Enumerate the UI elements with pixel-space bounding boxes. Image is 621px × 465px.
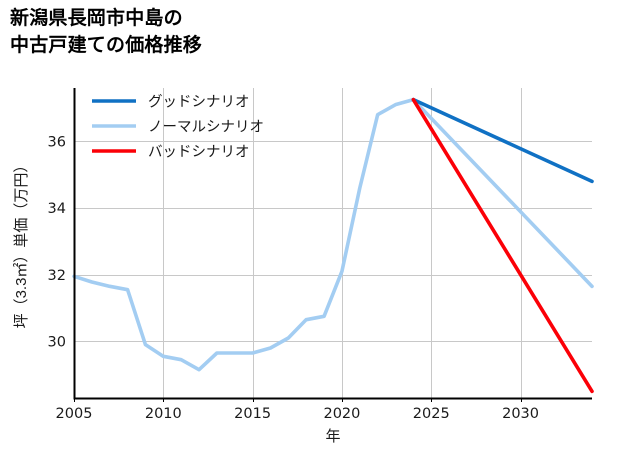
series-layer	[72, 97, 594, 394]
axis-spines	[73, 88, 592, 402]
legend-item-good: グッドシナリオ	[92, 93, 250, 110]
legend-item-bad: バッドシナリオ	[92, 144, 250, 160]
x-tick-label: 2025	[413, 406, 450, 422]
axis-tick-labels: 30 32 34 36 2005 2010 2015 2020 2025 2030	[48, 135, 539, 422]
legend-label-normal: ノーマルシナリオ	[148, 119, 264, 135]
chart-title-line-1: 新潟県長岡市中島の	[10, 8, 183, 29]
x-tick-label: 2010	[145, 406, 182, 422]
legend-item-normal: ノーマルシナリオ	[92, 119, 264, 135]
x-tick-label: 2020	[323, 406, 360, 422]
series-line-bad	[411, 97, 594, 394]
y-tick-label: 34	[48, 201, 66, 217]
x-tick-label: 2030	[502, 406, 539, 422]
y-axis-title: 坪（3.3㎡）単価（万円）	[13, 158, 30, 329]
x-tick-label: 2015	[234, 406, 271, 422]
series-line-normal-forecast	[411, 97, 594, 289]
y-tick-label: 32	[48, 268, 66, 284]
chart-title: 新潟県長岡市中島の 中古戸建ての価格推移	[10, 6, 202, 60]
x-axis-title: 年	[325, 428, 340, 445]
y-tick-label: 36	[48, 135, 66, 151]
x-tick-label: 2005	[56, 406, 93, 422]
series-line-good	[411, 97, 594, 184]
gridlines	[74, 88, 592, 398]
legend-label-good: グッドシナリオ	[148, 93, 250, 110]
y-tick-label: 30	[48, 335, 66, 351]
legend-label-bad: バッドシナリオ	[148, 144, 250, 160]
series-line-normal-history	[72, 97, 416, 372]
chart-title-line-2: 中古戸建ての価格推移	[10, 34, 203, 56]
